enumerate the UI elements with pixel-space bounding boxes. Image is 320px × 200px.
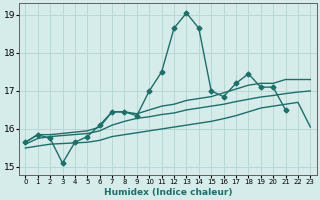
X-axis label: Humidex (Indice chaleur): Humidex (Indice chaleur) — [104, 188, 232, 197]
